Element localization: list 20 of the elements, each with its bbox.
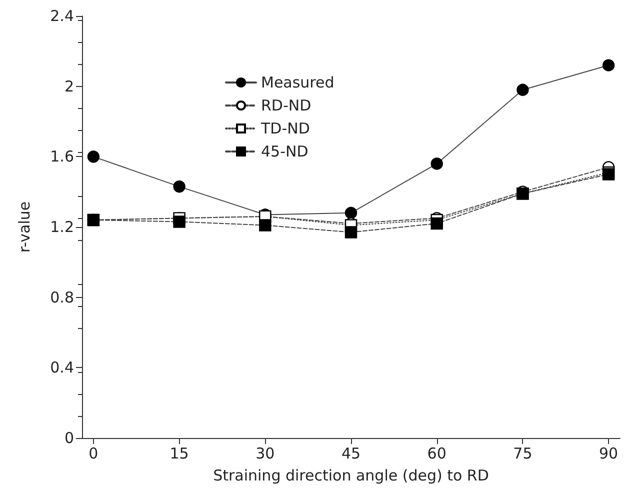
x-tick-label: 90: [599, 444, 618, 462]
y-tick-label: 2.4: [50, 7, 74, 25]
y-tick-label: 0.4: [50, 358, 74, 377]
x-tick-label: 30: [256, 444, 275, 462]
y-tick-label: 2: [64, 77, 74, 96]
x-tick-label: 60: [427, 444, 446, 462]
y-tick-label: 0.8: [50, 288, 74, 306]
legend-label: RD-ND: [261, 96, 312, 114]
y-tick-label: 1.2: [50, 218, 74, 236]
x-axis-title: Straining direction angle (deg) to RD: [213, 466, 489, 484]
legend-label: 45-ND: [261, 142, 308, 160]
y-tick-label: 1.6: [50, 148, 74, 166]
x-tick-label: 15: [170, 444, 189, 462]
legend-label: Measured: [261, 74, 334, 92]
legend-label: TD-ND: [260, 120, 310, 138]
y-tick-label: 0: [64, 429, 74, 447]
x-tick-label: 45: [341, 444, 361, 462]
x-tick-label: 0: [88, 444, 98, 462]
x-tick-label: 75: [513, 444, 532, 462]
y-axis-title: r-value: [16, 201, 34, 253]
